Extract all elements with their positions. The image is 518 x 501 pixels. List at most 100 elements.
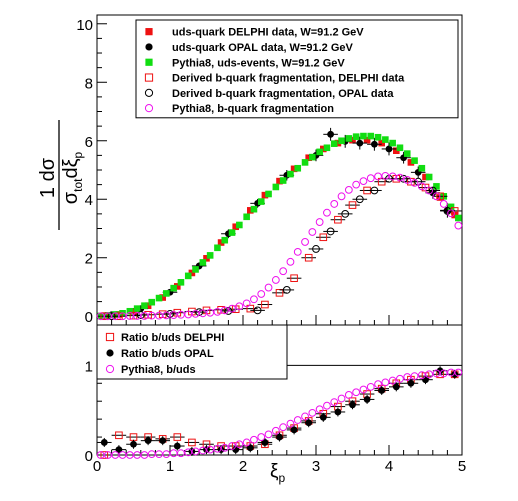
data-point xyxy=(382,136,389,143)
legend-entry-label: Pythia8, uds-events, W=91.2 GeV xyxy=(172,57,345,69)
data-point xyxy=(428,186,437,195)
data-point xyxy=(418,164,426,172)
data-point xyxy=(155,450,163,459)
legend-entry-label: uds-quark DELPHI data, W=91.2 GeV xyxy=(172,27,364,39)
data-point xyxy=(367,132,375,140)
data-point xyxy=(115,431,123,440)
data-point xyxy=(349,136,356,144)
x-tick-label: 0 xyxy=(93,458,101,475)
data-point xyxy=(417,371,426,380)
data-point xyxy=(410,372,419,381)
data-point xyxy=(396,173,404,182)
legend-marker xyxy=(144,104,154,113)
data-point xyxy=(359,177,368,186)
data-point xyxy=(188,438,196,447)
data-point xyxy=(100,439,108,446)
data-point xyxy=(316,148,323,156)
data-point xyxy=(213,444,222,453)
series-5 xyxy=(96,171,463,321)
data-point xyxy=(118,451,127,459)
x-tick-label: 1 xyxy=(166,458,174,475)
data-point xyxy=(235,302,244,311)
data-point xyxy=(129,311,138,320)
data-point xyxy=(403,373,412,381)
data-point xyxy=(371,140,378,148)
data-point xyxy=(363,136,371,144)
data-point xyxy=(388,172,397,181)
data-point xyxy=(447,209,455,218)
data-point xyxy=(355,195,364,204)
legend-box xyxy=(135,19,459,119)
data-point xyxy=(162,450,171,459)
data-point xyxy=(290,274,298,283)
data-point xyxy=(169,449,178,458)
data-point xyxy=(111,312,120,321)
data-point xyxy=(133,305,141,312)
data-point xyxy=(141,302,148,309)
data-point xyxy=(337,192,346,201)
data-point xyxy=(232,446,240,454)
data-point xyxy=(195,308,204,317)
data-point xyxy=(301,238,309,246)
data-point xyxy=(425,186,434,195)
data-point xyxy=(411,157,418,164)
data-point xyxy=(403,176,412,184)
data-point xyxy=(344,185,353,194)
data-point xyxy=(104,312,112,321)
data-point xyxy=(447,203,455,211)
data-point xyxy=(246,444,254,452)
data-point xyxy=(155,311,163,320)
data-point xyxy=(192,266,199,273)
legend-entry-label: Ratio b/uds DELPHI xyxy=(121,332,224,344)
data-point xyxy=(220,443,229,452)
data-point xyxy=(287,170,294,178)
data-point xyxy=(388,376,397,385)
data-point xyxy=(378,387,386,394)
data-point xyxy=(170,284,177,292)
data-point xyxy=(330,200,339,208)
legend-marker xyxy=(145,43,153,51)
data-point xyxy=(235,440,244,449)
x-axis-label: ξp xyxy=(270,461,286,485)
data-point xyxy=(396,144,404,152)
data-point xyxy=(341,209,350,218)
data-point xyxy=(188,269,196,277)
data-point xyxy=(228,304,236,313)
data-point xyxy=(177,449,185,458)
data-point xyxy=(144,302,152,309)
ratio-panel: 0 1 2 3 4 5 0 1 Ratio b/uds DELPHI Ratio b/uds OP… xyxy=(85,324,466,475)
data-point xyxy=(323,208,331,217)
legend-entry-label: Pythia8, b-quark fragmentation xyxy=(172,103,334,115)
data-point xyxy=(271,426,280,435)
data-point xyxy=(264,430,273,439)
y-axis-label: 1 dσ σtotdξp xyxy=(37,120,85,230)
data-point xyxy=(261,439,269,446)
data-point xyxy=(282,286,291,294)
data-point xyxy=(220,306,229,315)
data-point xyxy=(159,437,167,445)
data-point xyxy=(242,299,251,308)
data-point xyxy=(363,396,371,403)
data-point xyxy=(378,139,385,147)
legend-entry-label: Pythia8, b/uds xyxy=(121,364,196,376)
data-point xyxy=(104,451,112,459)
data-point xyxy=(344,391,353,399)
data-point xyxy=(455,214,462,222)
data-point xyxy=(352,133,360,140)
data-point xyxy=(250,435,258,444)
data-point xyxy=(257,290,266,298)
data-point xyxy=(304,253,313,262)
data-point xyxy=(140,451,149,459)
data-point xyxy=(348,201,357,209)
data-point xyxy=(377,177,386,186)
legend-entry-label: Ratio b/uds OPAL xyxy=(121,348,214,360)
y-label-numerator: 1 dσ xyxy=(37,157,59,198)
legend-marker xyxy=(106,349,114,357)
data-point xyxy=(308,408,317,417)
data-point xyxy=(432,192,441,201)
data-point xyxy=(360,132,367,140)
data-point xyxy=(243,213,250,221)
data-point xyxy=(334,408,342,416)
x-tick-label: 4 xyxy=(385,458,393,475)
